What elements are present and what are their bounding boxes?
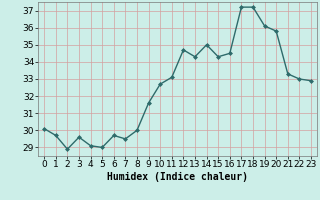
X-axis label: Humidex (Indice chaleur): Humidex (Indice chaleur) [107, 172, 248, 182]
